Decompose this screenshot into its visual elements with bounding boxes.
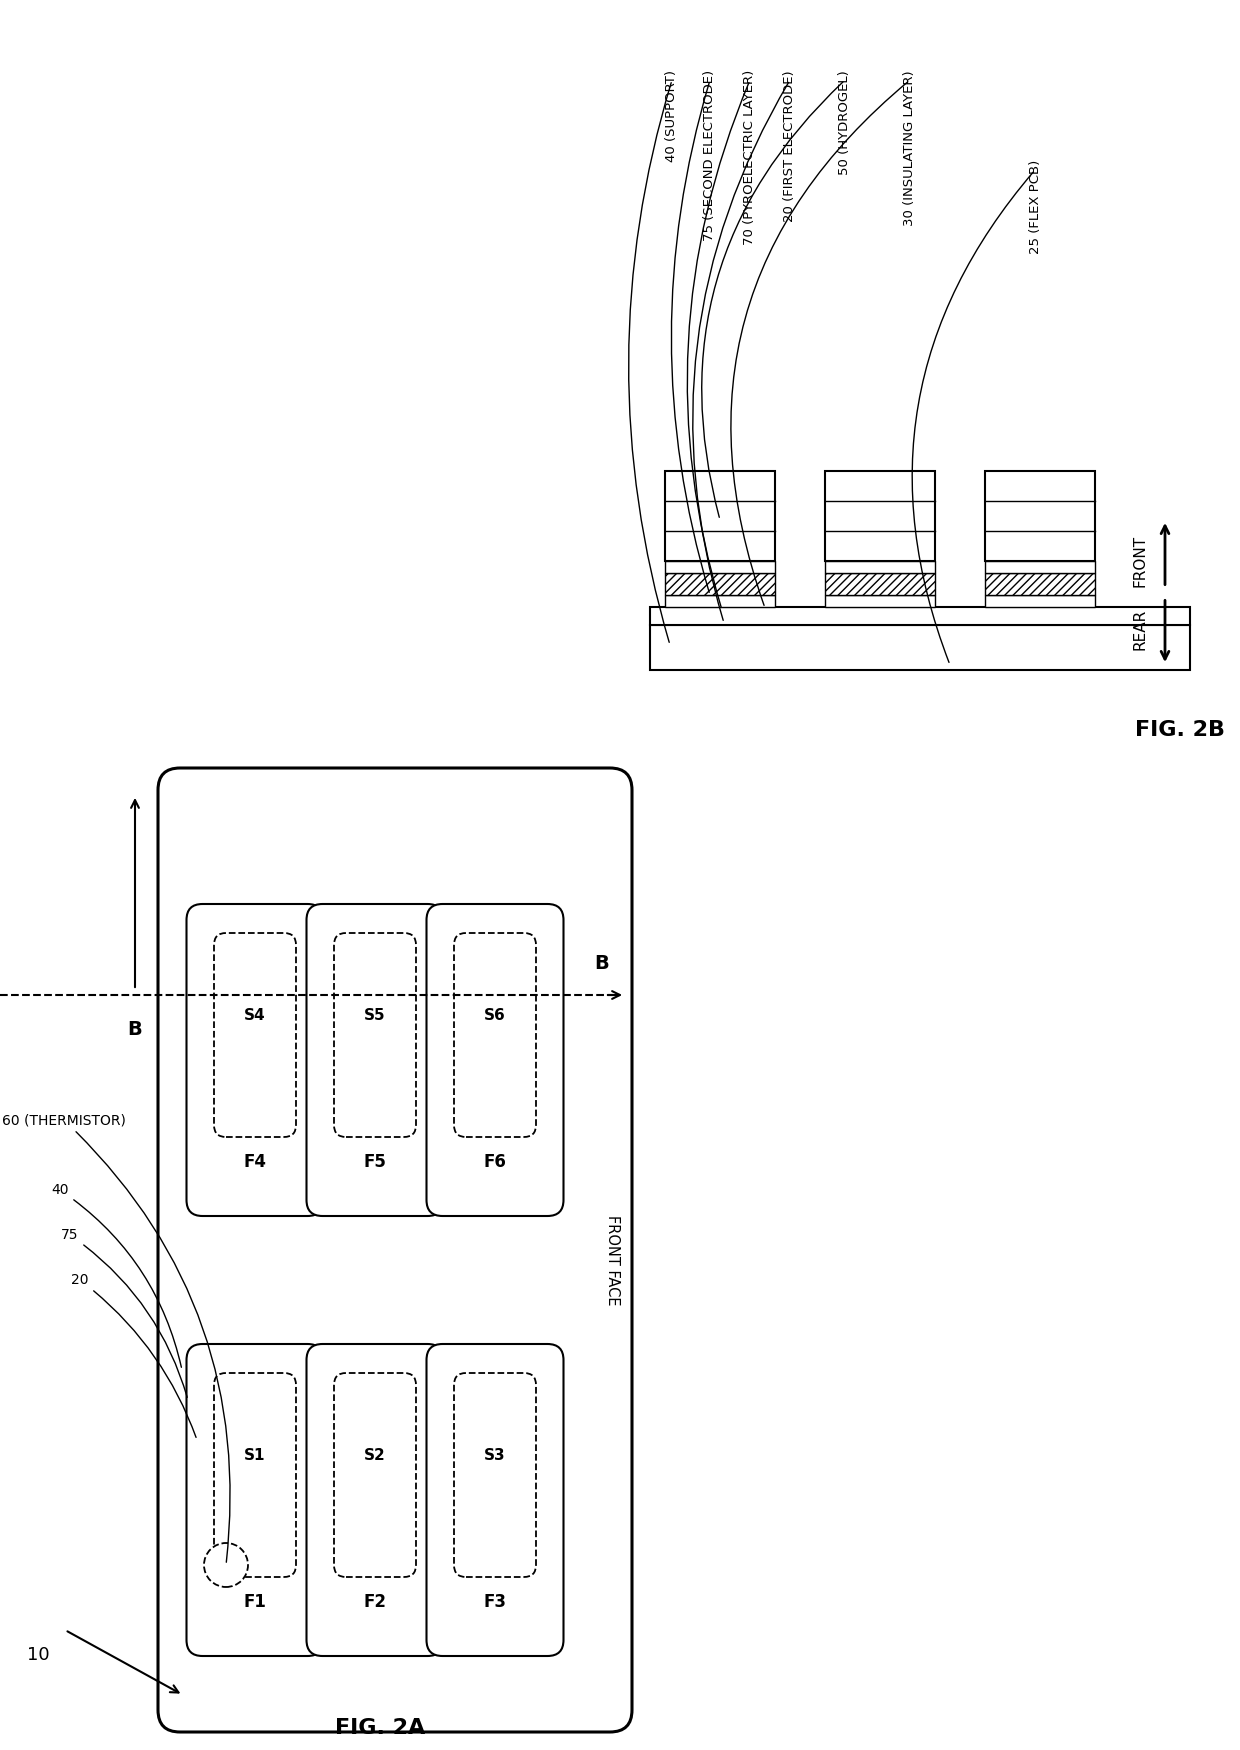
Text: 60 (THERMISTOR): 60 (THERMISTOR) — [2, 1113, 231, 1563]
Text: 10: 10 — [27, 1647, 50, 1664]
Bar — [825, 572, 935, 595]
FancyBboxPatch shape — [427, 1344, 563, 1656]
Text: F4: F4 — [243, 1153, 267, 1171]
Text: S6: S6 — [484, 1008, 506, 1022]
Text: REAR: REAR — [1132, 609, 1147, 649]
Bar — [985, 471, 1095, 562]
Bar — [665, 572, 775, 595]
Text: FRONT: FRONT — [1132, 536, 1147, 586]
Bar — [825, 595, 935, 607]
Bar — [665, 595, 775, 607]
FancyBboxPatch shape — [306, 1344, 444, 1656]
Text: F5: F5 — [363, 1153, 387, 1171]
FancyBboxPatch shape — [157, 768, 632, 1732]
Circle shape — [205, 1544, 248, 1587]
Text: 70 (PYROELECTRIC LAYER): 70 (PYROELECTRIC LAYER) — [744, 70, 756, 245]
FancyBboxPatch shape — [186, 905, 324, 1216]
Bar — [985, 572, 1095, 595]
Text: S4: S4 — [244, 1008, 265, 1022]
Text: B: B — [595, 954, 609, 973]
Text: F2: F2 — [363, 1592, 387, 1612]
Bar — [650, 625, 1190, 670]
Bar — [985, 595, 1095, 607]
Text: 40 (SUPPORT): 40 (SUPPORT) — [666, 70, 678, 163]
Text: 75: 75 — [61, 1228, 187, 1397]
FancyBboxPatch shape — [306, 905, 444, 1216]
Text: F3: F3 — [484, 1592, 506, 1612]
Bar — [665, 562, 775, 572]
Text: F1: F1 — [243, 1592, 267, 1612]
Bar — [825, 471, 935, 562]
Text: 30 (INSULATING LAYER): 30 (INSULATING LAYER) — [904, 70, 916, 226]
Bar — [650, 607, 1190, 625]
FancyBboxPatch shape — [427, 905, 563, 1216]
Text: S2: S2 — [365, 1447, 386, 1463]
Text: 75 (SECOND ELECTRODE): 75 (SECOND ELECTRODE) — [703, 70, 717, 242]
Bar — [665, 471, 775, 562]
FancyBboxPatch shape — [186, 1344, 324, 1656]
Text: F6: F6 — [484, 1153, 506, 1171]
Text: S3: S3 — [484, 1447, 506, 1463]
Text: 40: 40 — [51, 1183, 181, 1367]
Text: 50 (HYDROGEL): 50 (HYDROGEL) — [838, 70, 852, 175]
Text: 20 (FIRST ELECTRODE): 20 (FIRST ELECTRODE) — [784, 70, 796, 222]
Text: 20: 20 — [71, 1272, 196, 1437]
Text: FRONT FACE: FRONT FACE — [605, 1214, 620, 1306]
Bar — [985, 562, 1095, 572]
Text: FIG. 2B: FIG. 2B — [1135, 719, 1225, 740]
Text: 25 (FLEX PCB): 25 (FLEX PCB) — [1028, 159, 1042, 254]
Text: B: B — [128, 1020, 143, 1040]
Bar — [825, 562, 935, 572]
Text: S1: S1 — [244, 1447, 265, 1463]
Text: FIG. 2A: FIG. 2A — [335, 1718, 425, 1738]
Text: S5: S5 — [365, 1008, 386, 1022]
